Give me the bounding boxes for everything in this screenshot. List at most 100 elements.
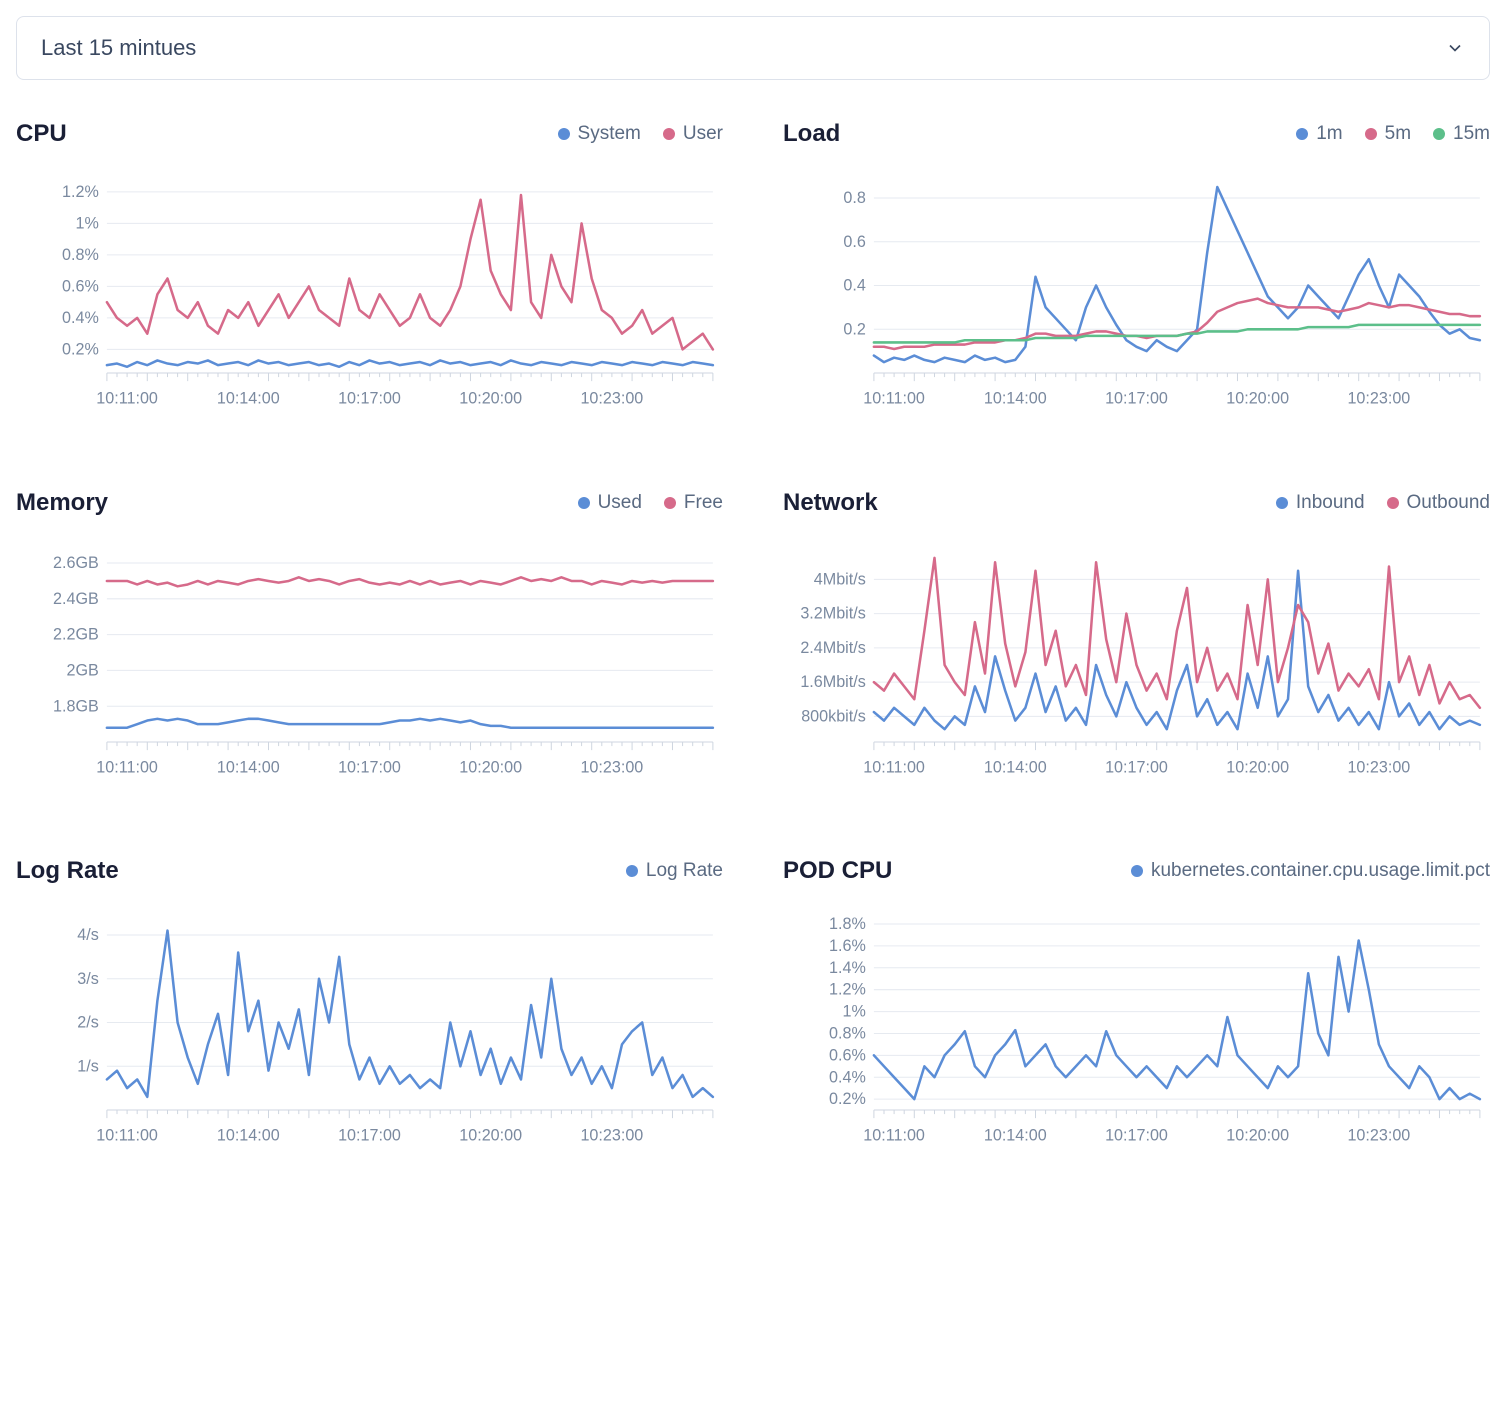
legend-label: User xyxy=(683,123,723,145)
panel-title: POD CPU xyxy=(783,857,892,885)
panel-title: CPU xyxy=(16,120,67,148)
y-tick-label: 0.8 xyxy=(843,189,865,207)
legend-item-used[interactable]: Used xyxy=(578,492,642,514)
y-tick-label: 3.2Mbit/s xyxy=(800,604,866,622)
x-tick-label: 10:20:00 xyxy=(459,758,522,776)
legend-label: Used xyxy=(598,492,642,514)
y-tick-label: 1.4% xyxy=(829,959,866,977)
legend-item-user[interactable]: User xyxy=(663,123,723,145)
chart-cpu: 0.2%0.4%0.6%0.8%1%1.2%10:11:0010:14:0010… xyxy=(16,166,723,429)
time-range-label: Last 15 mintues xyxy=(41,35,196,61)
x-tick-label: 10:20:00 xyxy=(459,1127,522,1145)
panel-header: Network Inbound Outbound xyxy=(783,489,1490,517)
legend: Inbound Outbound xyxy=(1276,492,1490,514)
y-tick-label: 0.4 xyxy=(843,277,865,295)
series-log-rate xyxy=(107,931,713,1097)
x-tick-label: 10:23:00 xyxy=(580,758,643,776)
panel-title: Memory xyxy=(16,489,108,517)
legend-item-inbound[interactable]: Inbound xyxy=(1276,492,1365,514)
x-tick-label: 10:11:00 xyxy=(96,758,158,776)
legend-label: kubernetes.container.cpu.usage.limit.pct xyxy=(1151,860,1490,882)
legend-dot-icon xyxy=(663,128,675,140)
legend-label: Log Rate xyxy=(646,860,723,882)
chart-podcpu: 0.2%0.4%0.6%0.8%1%1.2%1.4%1.6%1.8%10:11:… xyxy=(783,903,1490,1166)
x-tick-label: 10:17:00 xyxy=(338,758,401,776)
legend-dot-icon xyxy=(1276,497,1288,509)
chevron-down-icon xyxy=(1445,38,1465,58)
panel-header: CPU System User xyxy=(16,120,723,148)
y-tick-label: 1.8% xyxy=(829,915,866,933)
legend-item-log-rate[interactable]: Log Rate xyxy=(626,860,723,882)
panel-title: Load xyxy=(783,120,840,148)
series-kubernetes-container-cpu-usage-limit-pct xyxy=(874,941,1480,1100)
legend-label: Inbound xyxy=(1296,492,1365,514)
x-tick-label: 10:17:00 xyxy=(1105,758,1168,776)
x-tick-label: 10:11:00 xyxy=(96,389,158,407)
x-tick-label: 10:23:00 xyxy=(1347,758,1410,776)
y-tick-label: 2.4Mbit/s xyxy=(800,638,866,656)
legend-dot-icon xyxy=(578,497,590,509)
y-tick-label: 0.8% xyxy=(829,1025,866,1043)
y-tick-label: 1% xyxy=(75,214,98,232)
x-tick-label: 10:14:00 xyxy=(984,389,1047,407)
x-tick-label: 10:11:00 xyxy=(863,758,925,776)
legend-item-outbound[interactable]: Outbound xyxy=(1387,492,1490,514)
x-tick-label: 10:14:00 xyxy=(984,758,1047,776)
y-tick-label: 2.6GB xyxy=(53,554,99,572)
legend-dot-icon xyxy=(558,128,570,140)
y-tick-label: 0.4% xyxy=(829,1068,866,1086)
legend-item-kubernetes-container-cpu-usage-limit-pct[interactable]: kubernetes.container.cpu.usage.limit.pct xyxy=(1131,860,1490,882)
legend-item-15m[interactable]: 15m xyxy=(1433,123,1490,145)
series-system xyxy=(107,360,713,366)
y-tick-label: 0.4% xyxy=(62,309,99,327)
legend: Log Rate xyxy=(626,860,723,882)
panel-title: Network xyxy=(783,489,878,517)
y-tick-label: 1% xyxy=(842,1003,865,1021)
x-tick-label: 10:17:00 xyxy=(1105,389,1168,407)
panel-header: Memory Used Free xyxy=(16,489,723,517)
y-tick-label: 0.2 xyxy=(843,320,865,338)
y-tick-label: 2GB xyxy=(67,661,99,679)
y-tick-label: 2/s xyxy=(77,1014,99,1032)
panel-lograte: Log RateLog Rate1/s2/s3/s4/s10:11:0010:1… xyxy=(16,857,723,1166)
legend-label: 1m xyxy=(1316,123,1342,145)
panel-load: Load1m5m15m0.20.40.60.810:11:0010:14:001… xyxy=(783,120,1490,429)
x-tick-label: 10:20:00 xyxy=(1226,389,1289,407)
y-tick-label: 4/s xyxy=(77,926,99,944)
y-tick-label: 0.8% xyxy=(62,246,99,264)
series-used xyxy=(107,718,713,727)
y-tick-label: 3/s xyxy=(77,970,99,988)
legend-label: Free xyxy=(684,492,723,514)
x-tick-label: 10:14:00 xyxy=(217,758,280,776)
y-tick-label: 0.2% xyxy=(829,1090,866,1108)
legend-dot-icon xyxy=(1433,128,1445,140)
y-tick-label: 1.2% xyxy=(62,183,99,201)
legend-item-1m[interactable]: 1m xyxy=(1296,123,1342,145)
legend: kubernetes.container.cpu.usage.limit.pct xyxy=(1131,860,1490,882)
panel-header: POD CPU kubernetes.container.cpu.usage.li… xyxy=(783,857,1490,885)
chart-load: 0.20.40.60.810:11:0010:14:0010:17:0010:2… xyxy=(783,166,1490,429)
x-tick-label: 10:11:00 xyxy=(863,389,925,407)
legend-item-free[interactable]: Free xyxy=(664,492,723,514)
y-tick-label: 2.4GB xyxy=(53,589,99,607)
panel-network: NetworkInboundOutbound800kbit/s1.6Mbit/s… xyxy=(783,489,1490,798)
legend: System User xyxy=(558,123,723,145)
legend-dot-icon xyxy=(1387,497,1399,509)
x-tick-label: 10:23:00 xyxy=(1347,1127,1410,1145)
panel-cpu: CPUSystemUser0.2%0.4%0.6%0.8%1%1.2%10:11… xyxy=(16,120,723,429)
time-range-selector[interactable]: Last 15 mintues xyxy=(16,16,1490,80)
x-tick-label: 10:11:00 xyxy=(863,1127,925,1145)
dashboard-grid: CPUSystemUser0.2%0.4%0.6%0.8%1%1.2%10:11… xyxy=(16,120,1490,1166)
chart-memory: 1.8GB2GB2.2GB2.4GB2.6GB10:11:0010:14:001… xyxy=(16,535,723,798)
legend-label: 15m xyxy=(1453,123,1490,145)
x-tick-label: 10:23:00 xyxy=(580,389,643,407)
chart-network: 800kbit/s1.6Mbit/s2.4Mbit/s3.2Mbit/s4Mbi… xyxy=(783,535,1490,798)
legend-item-5m[interactable]: 5m xyxy=(1365,123,1411,145)
legend-label: 5m xyxy=(1385,123,1411,145)
panel-header: Log RateLog Rate xyxy=(16,857,723,885)
legend: 1m 5m 15m xyxy=(1296,123,1490,145)
x-tick-label: 10:14:00 xyxy=(217,1127,280,1145)
legend-label: System xyxy=(578,123,641,145)
y-tick-label: 800kbit/s xyxy=(801,707,866,725)
legend-item-system[interactable]: System xyxy=(558,123,641,145)
